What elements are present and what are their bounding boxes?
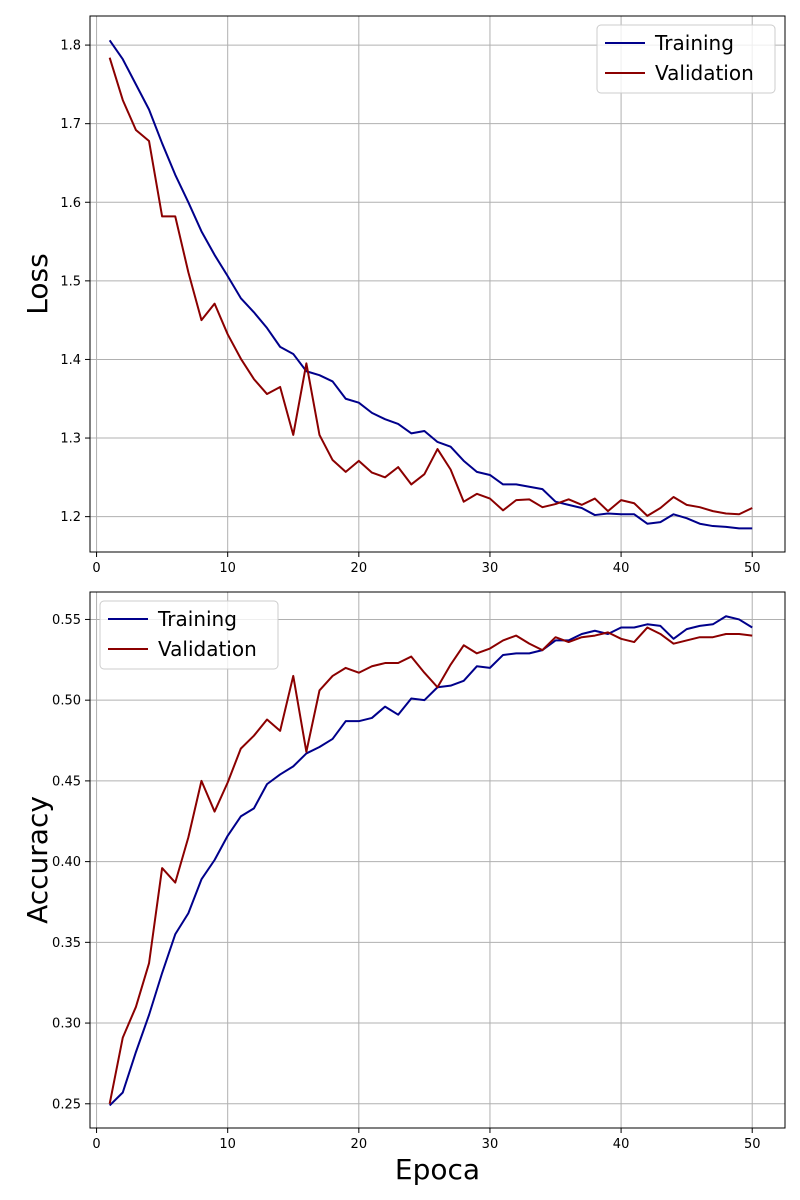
accuracy-y-tick-label: 0.35 <box>52 936 81 951</box>
loss-y-tick-label: 1.7 <box>60 117 81 132</box>
accuracy-x-tick-label: 20 <box>351 1137 368 1152</box>
loss-x-tick-label: 0 <box>92 561 100 576</box>
loss-legend-label-validation: Validation <box>655 61 754 85</box>
loss-chart: 0 10 20 30 40 50 1.2 1.3 1.4 1.5 1.6 1.7 1.8 Loss Tr… <box>21 15 786 576</box>
accuracy-x-tick-label: 40 <box>613 1137 630 1152</box>
accuracy-x-tick-label: 50 <box>744 1137 761 1152</box>
loss-ticks: 0 10 20 30 40 50 1.2 1.3 1.4 1.5 1.6 1.7 1.8 <box>60 39 760 576</box>
loss-y-tick-label: 1.5 <box>60 274 81 289</box>
loss-y-tick-label: 1.2 <box>60 510 81 525</box>
loss-x-tick-label: 40 <box>613 561 630 576</box>
accuracy-series-training <box>108 615 753 1107</box>
loss-plot-frame <box>89 15 786 553</box>
loss-x-tick-label: 20 <box>351 561 368 576</box>
accuracy-y-tick-label: 0.40 <box>52 855 81 870</box>
accuracy-y-axis-label: Accuracy <box>21 796 54 924</box>
accuracy-x-tick-label: 10 <box>219 1137 236 1152</box>
accuracy-y-tick-label: 0.30 <box>52 1017 81 1032</box>
accuracy-x-tick-label: 30 <box>482 1137 499 1152</box>
accuracy-lines <box>108 615 753 1107</box>
accuracy-legend-label-training: Training <box>157 607 237 631</box>
loss-series-training <box>108 39 753 530</box>
accuracy-chart: 0 10 20 30 40 500.250.300.350.400.450.500.55 … <box>21 591 786 1186</box>
loss-lines <box>108 39 753 530</box>
accuracy-grid <box>90 592 785 1128</box>
accuracy-y-tick-label: 0.50 <box>52 694 81 709</box>
accuracy-y-tick-label: 0.45 <box>52 774 81 789</box>
accuracy-series-validation <box>108 626 753 1104</box>
loss-y-tick-label: 1.3 <box>60 432 81 447</box>
accuracy-x-tick-label: 0 <box>92 1137 100 1152</box>
loss-x-tick-label: 50 <box>744 561 761 576</box>
accuracy-plot-frame <box>89 591 786 1129</box>
accuracy-x-axis-label: Epoca <box>395 1153 480 1186</box>
loss-x-tick-label: 30 <box>482 561 499 576</box>
accuracy-y-tick-label: 0.25 <box>52 1097 81 1112</box>
accuracy-y-tick-label: 0.55 <box>52 613 81 628</box>
accuracy-legend: Training Validation <box>99 600 279 670</box>
loss-y-tick-label: 1.4 <box>60 353 81 368</box>
loss-series-validation <box>108 57 753 517</box>
loss-legend: Training Validation <box>596 24 776 94</box>
accuracy-ticks: 0 10 20 30 40 50 0.25 0.30 0.35 0.40 0.45 0.50 0.55 <box>52 613 760 1152</box>
accuracy-legend-label-validation: Validation <box>158 637 257 661</box>
loss-y-tick-label: 1.6 <box>60 196 81 211</box>
loss-y-axis-label: Loss <box>21 253 54 314</box>
loss-x-tick-label: 10 <box>219 561 236 576</box>
loss-y-tick-label: 1.8 <box>60 39 81 54</box>
loss-legend-label-training: Training <box>654 31 734 55</box>
